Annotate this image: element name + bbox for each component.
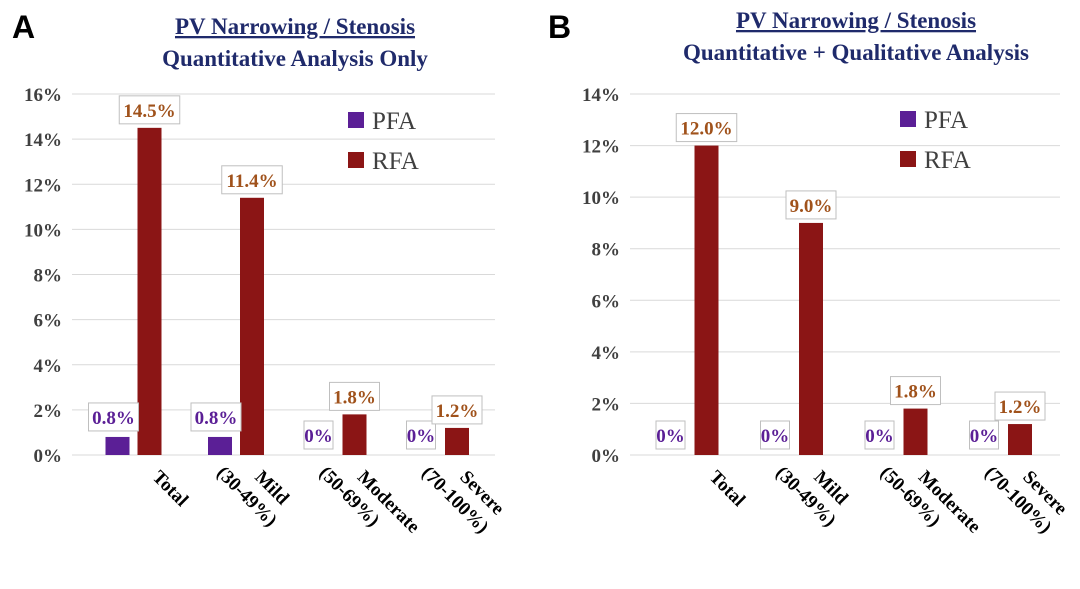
data-label-box (785, 190, 837, 220)
data-label-box (303, 420, 334, 450)
legend-label-pfa: PFA (372, 108, 416, 135)
panel-letter: A (12, 9, 35, 45)
category-label: Total (148, 467, 192, 511)
chart-subtitle: Quantitative + Qualitative Analysis (683, 40, 1029, 65)
panel-b: B PV Narrowing / Stenosis Quantitative + Q… (548, 8, 1071, 538)
panel-letter: B (548, 9, 571, 45)
data-label-pfa: 0% (656, 426, 685, 447)
legend-label-rfa: RFA (924, 147, 971, 174)
y-tick-label: 16% (24, 85, 62, 106)
legend-swatch-pfa (900, 111, 916, 127)
data-label-box (675, 113, 738, 143)
data-label-rfa: 1.8% (894, 382, 937, 403)
y-tick-label: 4% (34, 356, 63, 377)
data-label-box (88, 402, 139, 432)
bar-rfa (240, 197, 264, 455)
y-tick-label: 12% (24, 175, 62, 196)
y-tick-label: 14% (24, 130, 62, 151)
y-tick-label: 2% (34, 401, 63, 422)
y-tick-label: 4% (592, 343, 621, 364)
data-label-pfa: 0% (761, 426, 790, 447)
y-tick-label: 2% (592, 394, 621, 415)
category-label-group: Moderate(50-69%) (876, 462, 985, 537)
category-label-group: Moderate(50-69%) (315, 462, 424, 537)
bar-rfa (799, 222, 823, 455)
bar-rfa (445, 427, 469, 455)
data-label-box (190, 402, 242, 432)
data-label-pfa: 0.8% (195, 408, 238, 429)
y-tick-label: 8% (34, 266, 63, 287)
data-label-box (406, 420, 436, 450)
data-label-box (864, 420, 895, 450)
legend-swatch-pfa (348, 112, 364, 128)
chart-title: PV Narrowing / Stenosis (175, 14, 415, 39)
data-label-box (655, 420, 686, 450)
data-label-rfa: 1.2% (436, 401, 479, 422)
data-label-rfa: 11.4% (226, 171, 277, 192)
category-label: Total (705, 467, 749, 511)
data-label-box (969, 420, 999, 450)
data-label-pfa: 0% (407, 426, 436, 447)
data-label-pfa: 0% (970, 426, 999, 447)
bar-pfa (105, 436, 130, 455)
chart-subtitle: Quantitative Analysis Only (162, 46, 428, 71)
chart-title: PV Narrowing / Stenosis (736, 8, 976, 33)
data-label-box (329, 381, 380, 411)
bar-rfa (903, 408, 928, 455)
category-label-group: Severe(70-100%) (417, 462, 508, 537)
data-label-pfa: 0% (304, 426, 333, 447)
legend-swatch-rfa (900, 151, 916, 167)
data-label-box (760, 420, 790, 450)
y-tick-label: 0% (592, 446, 621, 467)
y-tick-label: 12% (582, 137, 620, 158)
bar-rfa (694, 145, 719, 456)
bar-pfa (208, 436, 232, 455)
data-label-rfa: 9.0% (790, 196, 833, 217)
category-label-group: Mild(30-49%) (212, 462, 293, 531)
data-label-rfa: 14.5% (123, 101, 175, 122)
y-tick-label: 10% (24, 220, 62, 241)
y-tick-label: 6% (34, 311, 63, 332)
bar-rfa (137, 127, 162, 455)
legend-label-rfa: RFA (372, 148, 419, 175)
panel-a: A PV Narrowing / Stenosis Quantitative Ana… (12, 9, 508, 538)
data-label-box (994, 391, 1046, 421)
data-label-rfa: 12.0% (680, 119, 732, 140)
data-label-box (118, 95, 181, 125)
bar-rfa (342, 414, 367, 455)
y-tick-label: 8% (592, 240, 621, 261)
category-label-group: Total (148, 467, 192, 511)
data-label-rfa: 1.2% (999, 397, 1042, 418)
data-label-box (221, 165, 283, 195)
legend-swatch-rfa (348, 152, 364, 168)
y-tick-label: 6% (592, 291, 621, 312)
legend-label-pfa: PFA (924, 107, 968, 134)
data-label-box (890, 376, 941, 406)
category-label-group: Mild(30-49%) (771, 462, 852, 531)
y-tick-label: 0% (34, 446, 63, 467)
y-tick-label: 14% (582, 85, 620, 106)
data-label-box (431, 395, 483, 425)
y-tick-label: 10% (582, 188, 620, 209)
category-label-group: Total (705, 467, 749, 511)
bar-rfa (1008, 424, 1032, 455)
data-label-pfa: 0% (865, 426, 894, 447)
data-label-rfa: 1.8% (333, 387, 376, 408)
data-label-pfa: 0.8% (92, 408, 135, 429)
category-label-group: Severe(70-100%) (980, 462, 1071, 537)
